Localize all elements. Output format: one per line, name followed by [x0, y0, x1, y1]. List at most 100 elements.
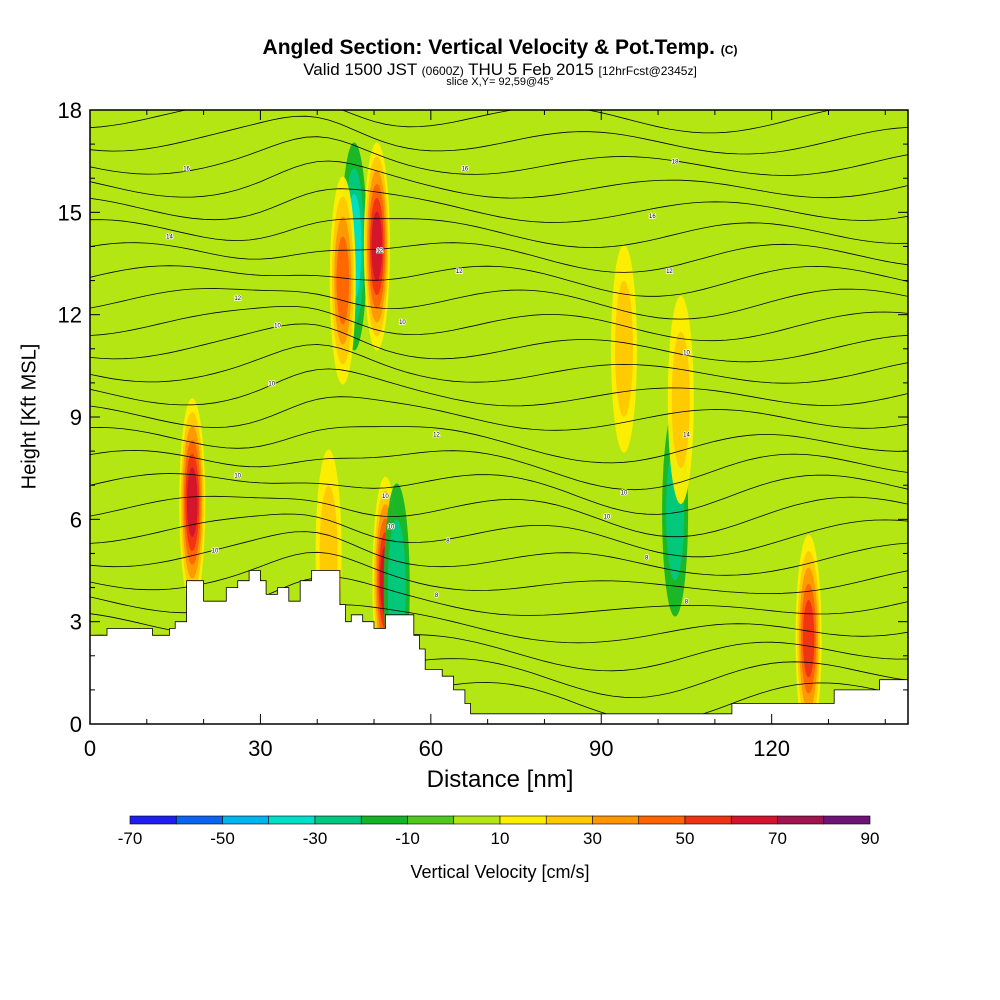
x-axis-label: Distance [nm]: [426, 766, 574, 793]
contour-label: 12: [666, 269, 673, 275]
velocity-contour: [671, 331, 690, 468]
colorbar-tick-label: -10: [395, 829, 420, 848]
velocity-contour: [802, 600, 815, 678]
contour-label: 12: [234, 296, 241, 302]
velocity-feature: [795, 534, 822, 724]
colorbar-swatch: [730, 815, 778, 825]
colorbar-tick-label: 90: [861, 829, 880, 848]
isentrope-line: [90, 344, 908, 384]
velocity-feature: [610, 244, 637, 453]
subtitle-valid: Valid 1500 JST: [303, 60, 417, 79]
colorbar-tick-label: 70: [768, 829, 787, 848]
colorbar-swatch: [777, 815, 825, 825]
isentrope-line: [90, 306, 908, 342]
colorbar-tick-label: 30: [583, 829, 602, 848]
isentrope-line: [90, 450, 908, 491]
isentrope-line: [90, 368, 908, 407]
chart-title-units: (C): [720, 43, 738, 57]
velocity-feature: [363, 142, 390, 351]
colorbar-tick-label: 50: [676, 829, 695, 848]
contour-label: 10: [382, 494, 389, 500]
colorbar-swatch: [545, 815, 593, 825]
isentrope-line: [90, 188, 908, 223]
contour-label: 12: [456, 269, 463, 275]
contour-label: 10: [274, 323, 281, 329]
colorbar-swatch: [314, 815, 362, 825]
contour-label: 8: [435, 593, 439, 599]
colorbar-swatch: [638, 815, 686, 825]
colorbar-swatch: [823, 815, 871, 825]
slice-label: slice X,Y= 92,59@45°: [446, 76, 554, 88]
contour-label: 12: [376, 248, 383, 254]
colorbar-swatch: [360, 815, 408, 825]
subtitle-date: THU 5 Feb 2015: [468, 60, 594, 79]
velocity-contour: [186, 467, 198, 538]
chart-subtitle: Valid 1500 JST (0600Z) THU 5 Feb 2015 [1…: [0, 60, 1000, 80]
contour-label: 16: [183, 166, 190, 172]
isentrope-line: [90, 396, 908, 431]
y-tick-label: 9: [70, 405, 82, 430]
terrain-mask: [90, 570, 908, 724]
colorbar-swatch: [499, 815, 547, 825]
contour-label: 14: [683, 433, 690, 439]
y-tick-label: 12: [58, 303, 82, 328]
colorbar-swatch: [268, 815, 316, 825]
colorbar-swatch: [407, 815, 455, 825]
chart-title: Angled Section: Vertical Velocity & Pot.…: [0, 36, 1000, 60]
velocity-feature: [329, 176, 356, 385]
x-tick-label: 60: [419, 736, 443, 761]
colorbar-swatch: [175, 815, 223, 825]
contour-label: 10: [604, 514, 611, 520]
isentrope-line: [90, 513, 908, 558]
x-tick-label: 30: [248, 736, 272, 761]
x-tick-label: 0: [84, 736, 96, 761]
isentrope-line: [90, 495, 908, 538]
contour-label: 10: [621, 491, 628, 497]
colorbar-tick-label: -50: [210, 829, 235, 848]
isentrope-line: [90, 218, 908, 248]
velocity-feature: [179, 398, 206, 607]
y-tick-label: 18: [58, 98, 82, 123]
colorbar-swatch: [222, 815, 270, 825]
colorbar-swatch: [129, 815, 177, 825]
velocity-feature: [667, 295, 694, 504]
subtitle-zulu: (0600Z): [421, 64, 464, 78]
isentrope-line: [90, 265, 908, 297]
y-tick-label: 3: [70, 610, 82, 635]
contour-label: 10: [234, 473, 241, 479]
isentrope-line: [90, 110, 833, 134]
x-tick-label: 90: [589, 736, 613, 761]
isentrope-line: [90, 551, 908, 595]
contour-label: 16: [462, 166, 469, 172]
contour-label: 8: [645, 555, 649, 561]
isentrope-line: [90, 115, 908, 155]
x-tick-label: 120: [753, 736, 790, 761]
contour-label: 12: [433, 433, 440, 439]
y-tick-label: 0: [70, 712, 82, 737]
colorbar-swatch: [592, 815, 640, 825]
isentrope-line: [90, 323, 908, 363]
isentrope-line: [90, 426, 908, 464]
subtitle-forecast: [12hrFcst@2345z]: [598, 64, 697, 78]
contour-label: 10: [268, 381, 275, 387]
velocity-contour: [371, 211, 383, 282]
colorbar-swatch: [453, 815, 501, 825]
velocity-contour: [614, 280, 633, 417]
y-tick-label: 6: [70, 507, 82, 532]
isentrope-line: [90, 288, 908, 320]
contour-label: 8: [685, 600, 689, 606]
contour-label: 8: [446, 538, 450, 544]
isentrope-line: [90, 531, 908, 576]
contour-label: 10: [683, 351, 690, 357]
contour-label: 16: [649, 214, 656, 220]
chart-title-text: Angled Section: Vertical Velocity & Pot.…: [262, 36, 715, 59]
contour-label: 10: [212, 549, 219, 555]
colorbar-label: Vertical Velocity [cm/s]: [410, 862, 590, 882]
contour-label: 14: [166, 235, 173, 241]
velocity-contour: [336, 236, 350, 325]
isentrope-line: [90, 160, 908, 199]
colorbar-tick-label: -70: [118, 829, 143, 848]
colorbar-tick-label: -30: [303, 829, 328, 848]
contour-label: 10: [388, 525, 395, 531]
